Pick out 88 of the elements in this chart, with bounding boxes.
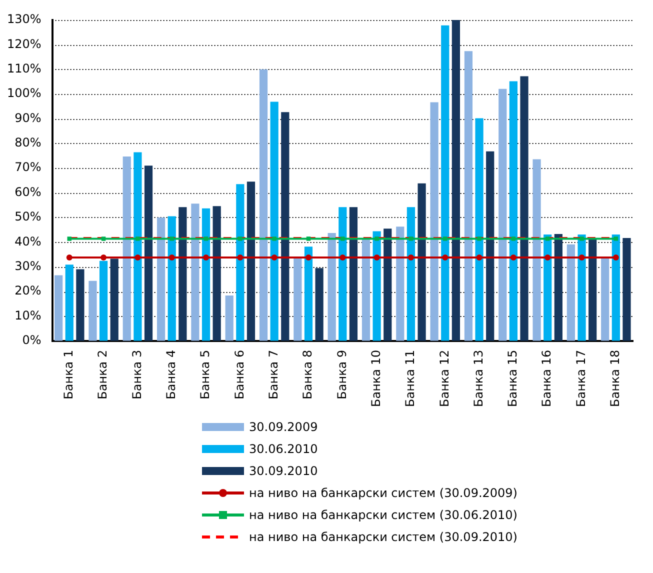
x-tick-label: Банка 7 — [266, 350, 280, 400]
y-tick-label: 130% — [6, 12, 42, 26]
bar — [566, 244, 575, 341]
bar — [122, 156, 131, 341]
x-tick-label: Банка 10 — [368, 350, 383, 408]
legend-label: 30.06.2010 — [249, 442, 318, 456]
bar — [54, 275, 63, 341]
bar — [225, 295, 234, 341]
bar — [246, 182, 256, 341]
bar — [88, 280, 97, 341]
bar — [384, 228, 392, 341]
y-tick-label: 70% — [14, 160, 42, 174]
y-tick-label: 0% — [22, 333, 42, 348]
bar — [99, 260, 108, 341]
y-tick-label: 100% — [6, 86, 42, 100]
bar — [622, 238, 631, 341]
bar — [281, 112, 290, 341]
bar — [578, 234, 586, 341]
y-tick-label: 50% — [14, 210, 42, 224]
x-tick-label: Банка 13 — [471, 350, 486, 408]
y-tick-label: 110% — [6, 61, 42, 76]
bar — [554, 234, 562, 341]
x-tick-label: Банка 8 — [300, 350, 315, 400]
y-tick-label: 60% — [14, 184, 42, 199]
legend-label: 30.09.2010 — [249, 464, 318, 478]
bar — [372, 231, 381, 341]
y-tick-label: 10% — [14, 308, 42, 322]
x-tick-label: Банка 16 — [540, 350, 554, 408]
bar — [601, 256, 610, 341]
bar — [588, 239, 597, 341]
bar — [362, 240, 370, 341]
bar — [110, 258, 118, 341]
bar — [498, 88, 507, 341]
bar — [168, 216, 176, 341]
bar — [509, 81, 518, 341]
legend-label: на ниво на банкарски систем (30.09.2010) — [249, 530, 518, 544]
bar — [304, 246, 313, 341]
bar — [418, 183, 426, 341]
bar — [202, 208, 210, 341]
x-tick-label: Банка 15 — [506, 350, 520, 408]
x-tick-label: Банка 2 — [96, 350, 110, 400]
bar — [65, 264, 74, 341]
bar — [349, 207, 358, 341]
y-tick-label: 20% — [14, 284, 42, 298]
y-tick-label: 90% — [14, 110, 42, 125]
y-tick-label: 40% — [14, 234, 42, 248]
x-tick-label: Банка 11 — [403, 350, 418, 408]
bar — [486, 151, 494, 341]
x-tick-label: Банка 4 — [164, 350, 178, 400]
bar — [441, 25, 450, 341]
bar — [156, 217, 166, 341]
x-tick-label: Банка 1 — [62, 350, 76, 400]
bar — [134, 152, 142, 341]
x-tick-label: Банка 9 — [334, 350, 349, 400]
bar — [328, 233, 336, 341]
y-tick-label: 30% — [14, 258, 42, 273]
bar — [191, 204, 200, 341]
legend-label: на ниво на банкарски систем (30.06.2010) — [249, 508, 518, 522]
bar — [294, 256, 302, 341]
x-tick-label: Банка 18 — [608, 350, 622, 408]
bar — [452, 20, 460, 341]
bar — [612, 234, 620, 341]
x-tick-label: Банка 17 — [574, 350, 588, 408]
bar — [338, 207, 347, 341]
bar — [236, 184, 244, 341]
bar — [212, 206, 221, 341]
bar — [396, 226, 404, 341]
x-tick-label: Банка 12 — [437, 350, 452, 408]
y-tick-label: 80% — [14, 136, 42, 150]
bar — [544, 234, 552, 341]
bar — [430, 102, 438, 341]
bar — [464, 51, 473, 341]
x-tick-label: Банка 6 — [232, 350, 246, 400]
legend-label: 30.09.2009 — [249, 420, 318, 434]
bar — [76, 269, 84, 341]
bar — [475, 118, 484, 341]
bar — [259, 69, 268, 341]
x-tick-label: Банка 3 — [130, 350, 144, 400]
bar — [178, 207, 187, 341]
y-tick-label: 120% — [6, 36, 42, 51]
bar — [315, 268, 324, 341]
legend-label: на ниво на банкарски систем (30.09.2009) — [249, 486, 518, 500]
x-tick-label: Банка 5 — [198, 350, 212, 400]
bar — [406, 207, 416, 341]
bar — [532, 159, 541, 341]
bar — [520, 76, 528, 341]
bar — [270, 102, 278, 341]
bar — [144, 166, 153, 341]
